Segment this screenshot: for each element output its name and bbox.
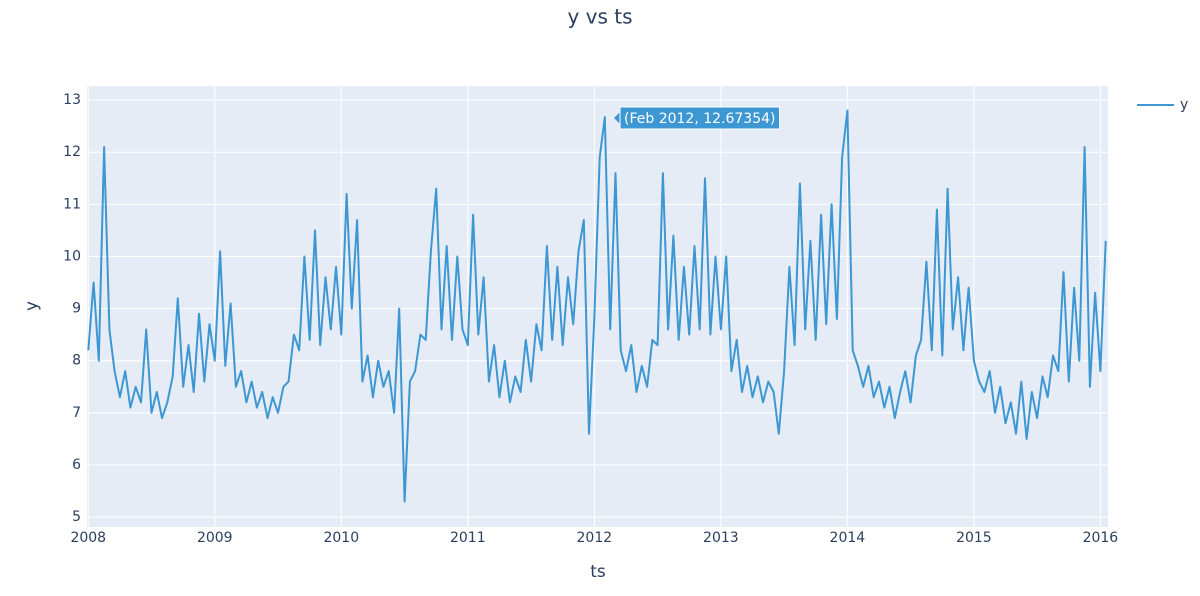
y-tick-label: 11 (63, 196, 81, 212)
x-tick-label: 2011 (450, 530, 486, 546)
marks (87, 109, 1107, 503)
legend-label: y (1180, 97, 1188, 113)
plot-area (87, 86, 1108, 527)
line (87, 109, 1107, 503)
x-tick-label: 2009 (197, 530, 233, 546)
x-axis-title: ts (590, 562, 606, 582)
y-tick-label: 10 (63, 248, 81, 264)
hover-box (619, 106, 780, 130)
x-tick-label: 2008 (70, 530, 106, 546)
chart-title: y vs ts (567, 5, 632, 29)
hover-label: (Feb 2012, 12.67354) (624, 111, 776, 127)
y-tick-label: 5 (72, 509, 81, 525)
x-tick-label: 2016 (1083, 530, 1119, 546)
overlay: y (Feb 2012, 12.67354) (614, 97, 1188, 130)
y-tick-label: 13 (63, 92, 81, 108)
y-axis-title: y (22, 301, 42, 311)
y-tick-label: 6 (72, 457, 81, 473)
hover-pointer (614, 112, 620, 124)
x-tick-label: 2015 (956, 530, 992, 546)
x-tick-label: 2012 (577, 530, 613, 546)
y-tick-label: 9 (72, 301, 81, 317)
y-tick-label: 12 (63, 144, 81, 160)
x-tick-label: 2014 (830, 530, 866, 546)
y-tick-label: 7 (72, 405, 81, 421)
x-tick-label: 2010 (323, 530, 359, 546)
y-tick-label: 8 (72, 353, 81, 369)
x-tick-label: 2013 (703, 530, 739, 546)
